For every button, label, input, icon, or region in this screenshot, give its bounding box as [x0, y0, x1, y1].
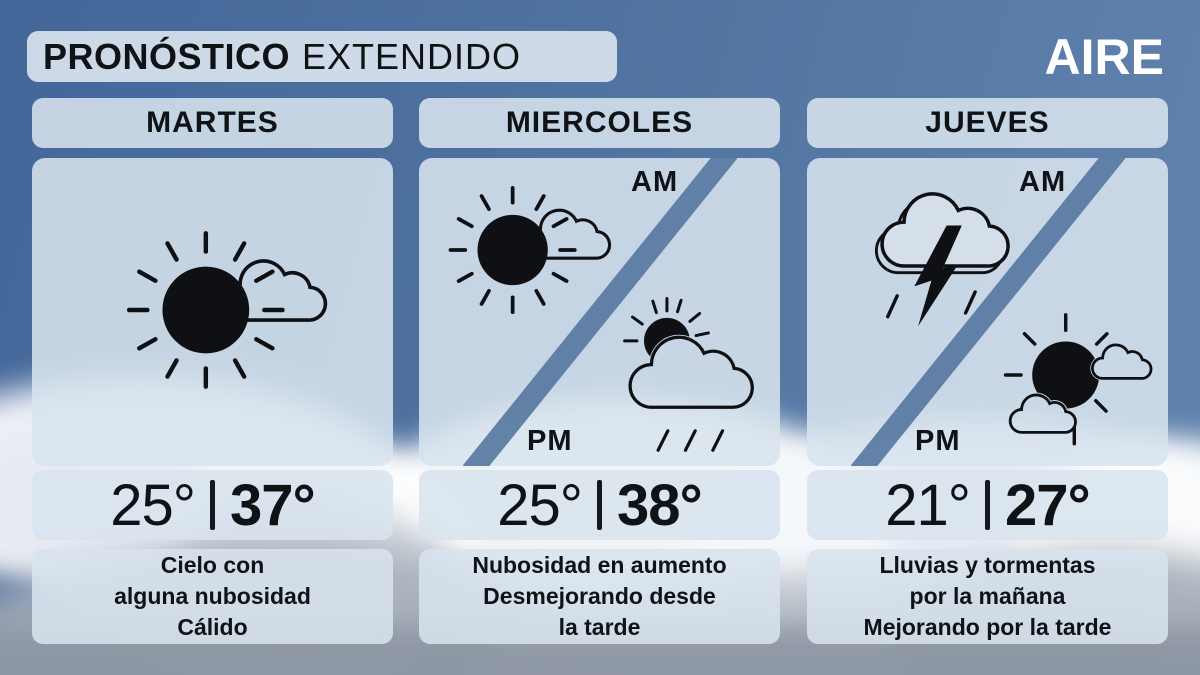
day-name: MIERCOLES: [505, 106, 694, 139]
storm-cloud-icon: [874, 192, 1010, 327]
description-line: Cielo con: [160, 552, 265, 578]
title-strong: PRONÓSTICO: [43, 35, 291, 77]
description-panel: Nubosidad en aumento Desmejorando desde …: [419, 549, 780, 644]
temp-high: 37°: [230, 472, 316, 538]
temperature-panel: 21° 27°: [807, 470, 1168, 540]
am-pm-diagonal-divider: [462, 158, 738, 466]
weather-icon-panel: AM PM: [807, 158, 1168, 466]
temp-low: 25°: [497, 472, 583, 538]
sun-behind-clouds-icon: [1003, 313, 1153, 446]
description-line: Lluvias y tormentas: [879, 552, 1096, 578]
temp-divider: [597, 480, 602, 530]
temp-high: 38°: [617, 472, 703, 538]
sun-cloud-icon: [126, 231, 328, 389]
forecast-card-jueves: JUEVES AM PM: [807, 98, 1168, 644]
description-panel: Cielo con alguna nubosidad Cálido: [32, 549, 393, 644]
weather-icon-panel: [32, 158, 393, 466]
temp-divider: [985, 480, 990, 530]
am-label: AM: [1019, 166, 1067, 198]
temp-low: 21°: [885, 472, 971, 538]
forecast-card-miercoles: MIERCOLES AM PM: [419, 98, 780, 644]
description-panel: Lluvias y tormentas por la mañana Mejora…: [807, 549, 1168, 644]
temperature-panel: 25° 38°: [419, 470, 780, 540]
day-name: JUEVES: [925, 106, 1050, 139]
temp-divider: [210, 480, 215, 530]
description-line: Cálido: [177, 614, 248, 640]
day-header: MARTES: [32, 98, 393, 148]
description-line: Nubosidad en aumento: [472, 552, 727, 578]
forecast-card-martes: MARTES 25° 37° Cielo con: [32, 98, 393, 644]
description-line: la tarde: [558, 614, 641, 640]
temperature-panel: 25° 37°: [32, 470, 393, 540]
sun-cloud-icon: [448, 185, 612, 315]
description-line: por la mañana: [909, 583, 1066, 609]
temp-high: 27°: [1005, 472, 1091, 538]
title-light: EXTENDIDO: [302, 35, 522, 77]
am-pm-diagonal-divider: [850, 158, 1126, 466]
day-header: MIERCOLES: [419, 98, 780, 148]
brand-logo: AIRE: [1044, 29, 1164, 85]
description-line: alguna nubosidad: [114, 583, 311, 609]
am-label: AM: [631, 166, 679, 198]
pm-label: PM: [527, 425, 573, 457]
day-header: JUEVES: [807, 98, 1168, 148]
description-line: Desmejorando desde: [483, 583, 716, 609]
sun-rain-cloud-icon: [623, 297, 754, 452]
description-line: Mejorando por la tarde: [863, 614, 1112, 640]
weather-icon-panel: AM PM: [419, 158, 780, 466]
pm-label: PM: [915, 425, 961, 457]
temp-low: 25°: [110, 472, 196, 538]
page-title: PRONÓSTICO EXTENDIDO: [27, 31, 617, 82]
day-name: MARTES: [146, 106, 279, 139]
